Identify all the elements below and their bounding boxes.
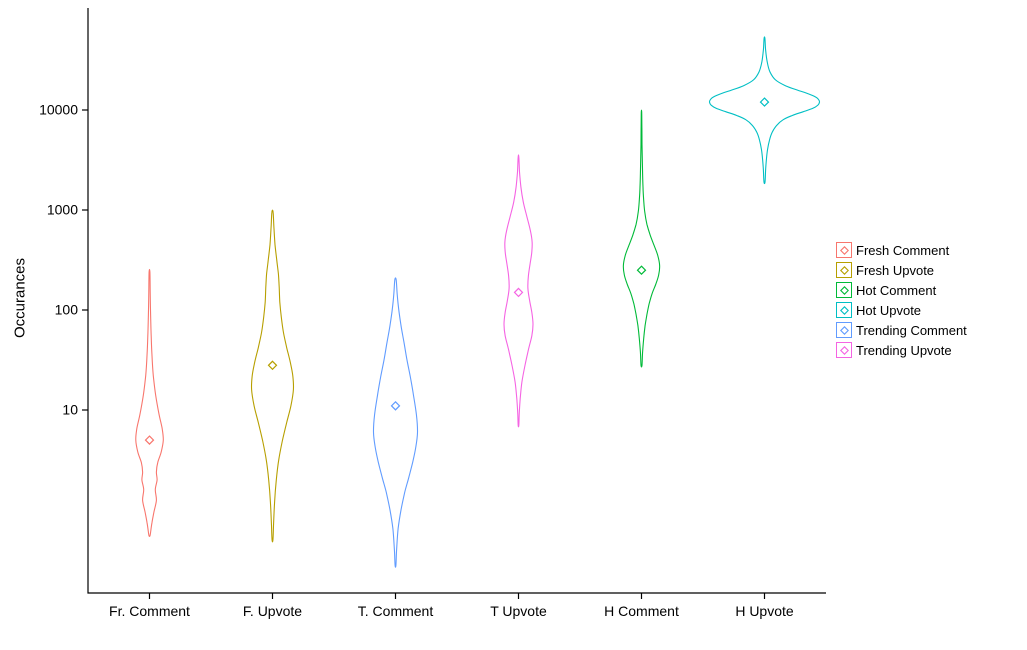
legend-diamond-icon (839, 245, 849, 255)
mean-marker-fresh-upvote (267, 360, 278, 371)
legend: Fresh Comment Fresh Upvote Hot Comment Hot … (836, 242, 967, 358)
mean-marker-hot-comment (636, 265, 647, 276)
mean-marker-trending-upvote (513, 287, 524, 298)
legend-item-hot-upvote: Hot Upvote (836, 302, 967, 318)
legend-diamond-icon (839, 345, 849, 355)
violin-hot-comment (622, 109, 661, 368)
violin-fresh-upvote (250, 209, 295, 543)
legend-key-fresh-upvote (836, 262, 852, 278)
axes-lines (87, 8, 826, 594)
legend-item-fresh-comment: Fresh Comment (836, 242, 967, 258)
y-tick-label: 100 (55, 302, 79, 318)
mean-marker-hot-upvote (759, 97, 770, 107)
legend-label-trending-upvote: Trending Upvote (856, 342, 952, 358)
legend-label-trending-comment: Trending Comment (856, 322, 967, 338)
legend-key-fresh-comment (836, 242, 852, 258)
legend-key-hot-upvote (836, 302, 852, 318)
legend-diamond-icon (839, 325, 849, 335)
mean-marker-trending-comment (390, 401, 401, 411)
x-tick-label-fr-comment: Fr. Comment (109, 603, 190, 619)
legend-diamond-icon (839, 305, 849, 315)
x-tick-label-t-upvote: T Upvote (490, 603, 547, 619)
legend-diamond-icon (839, 265, 849, 275)
legend-label-fresh-upvote: Fresh Upvote (856, 262, 935, 278)
legend-item-trending-upvote: Trending Upvote (836, 342, 967, 358)
violin-fresh-comment (135, 268, 164, 537)
legend-key-trending-upvote (836, 342, 852, 358)
legend-key-trending-comment (836, 322, 852, 338)
legend-item-trending-comment: Trending Comment (836, 322, 967, 338)
violin-hot-upvote (708, 36, 821, 185)
y-tick-label: 10000 (39, 102, 78, 118)
legend-item-hot-comment: Hot Comment (836, 282, 967, 298)
x-tick-label-f-upvote: F. Upvote (243, 603, 302, 619)
y-tick-label: 10 (62, 402, 78, 418)
y-tick-label: 1000 (47, 202, 78, 218)
x-tick-label-h-comment: H Comment (604, 603, 679, 619)
mean-marker-fresh-comment (144, 435, 155, 445)
legend-label-hot-comment: Hot Comment (856, 282, 937, 298)
legend-item-fresh-upvote: Fresh Upvote (836, 262, 967, 278)
legend-key-hot-comment (836, 282, 852, 298)
violin-trending-upvote (503, 154, 534, 428)
legend-label-fresh-comment: Fresh Comment (856, 242, 950, 258)
violin-trending-comment (372, 277, 419, 568)
legend-diamond-icon (839, 285, 849, 295)
legend-label-hot-upvote: Hot Upvote (856, 302, 922, 318)
x-tick-label-h-upvote: H Upvote (735, 603, 794, 619)
x-tick-label-t-comment: T. Comment (358, 603, 434, 619)
y-axis-title: Occurances (11, 257, 29, 339)
